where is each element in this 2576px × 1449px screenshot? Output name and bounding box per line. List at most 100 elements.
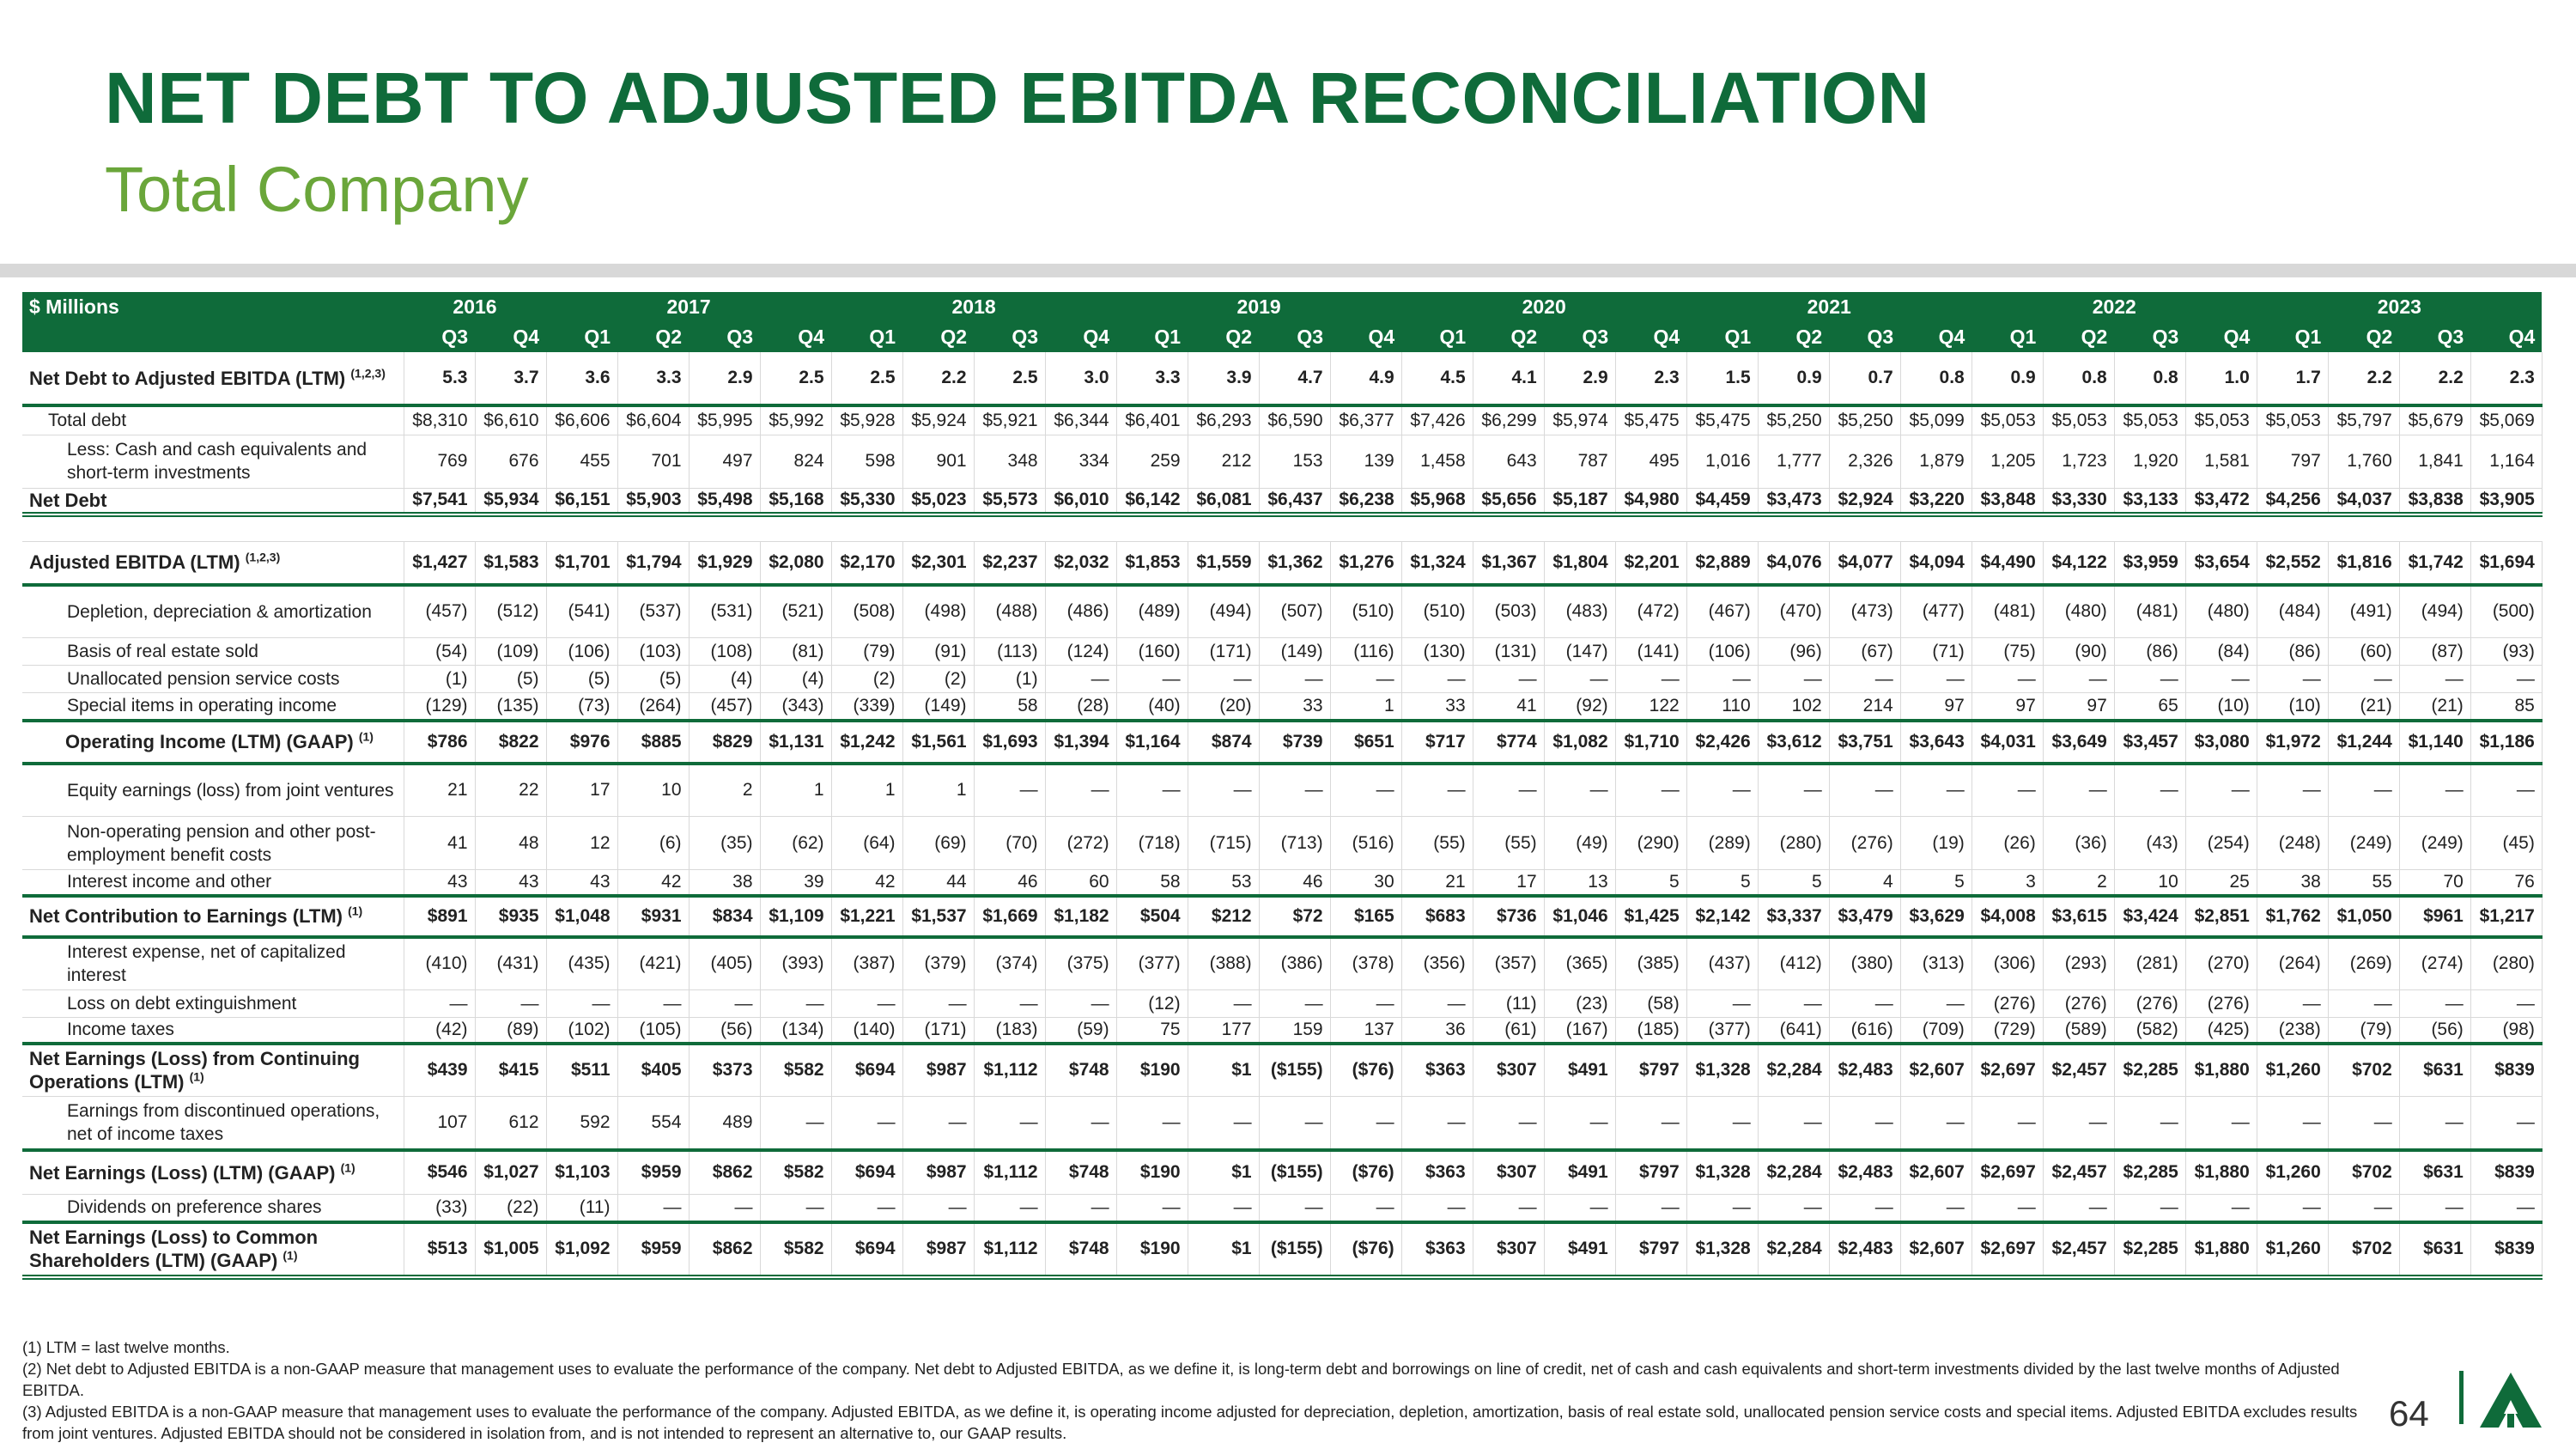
value-cell: 0.8 bbox=[2114, 352, 2186, 406]
quarter-header: Q3 bbox=[689, 321, 761, 352]
value-cell: (134) bbox=[760, 1017, 832, 1044]
value-cell: $1,217 bbox=[2470, 893, 2543, 937]
value-cell: (5) bbox=[475, 665, 547, 693]
value-cell: $4,459 bbox=[1686, 488, 1759, 517]
value-cell: $2,457 bbox=[2043, 1220, 2115, 1280]
value-cell: — bbox=[1900, 761, 1972, 817]
value-cell: $2,285 bbox=[2114, 1148, 2186, 1195]
value-cell: — bbox=[1615, 1096, 1687, 1150]
table-row: Net Earnings (Loss) from Continuing Oper… bbox=[22, 1041, 2543, 1097]
value-cell: 38 bbox=[2257, 869, 2329, 896]
value-cell: (709) bbox=[1900, 1017, 1972, 1044]
value-cell: 76 bbox=[2470, 869, 2543, 896]
value-cell: $439 bbox=[404, 1041, 476, 1097]
value-cell: $3,080 bbox=[2185, 718, 2257, 764]
row-label-cell: Interest expense, net of capitalized int… bbox=[22, 935, 404, 990]
value-cell: $7,426 bbox=[1401, 404, 1473, 435]
value-cell: (62) bbox=[760, 816, 832, 870]
value-cell: $797 bbox=[1615, 1041, 1687, 1097]
value-cell: (498) bbox=[902, 582, 975, 638]
value-cell: 1.0 bbox=[2185, 352, 2257, 406]
value-cell: $513 bbox=[404, 1220, 476, 1280]
value-cell: $1,328 bbox=[1686, 1148, 1759, 1195]
value-cell: $5,974 bbox=[1544, 404, 1616, 435]
value-cell bbox=[974, 514, 1046, 542]
value-cell: 2 bbox=[2043, 869, 2115, 896]
value-cell: 3.9 bbox=[1188, 352, 1260, 406]
quarter-header: Q3 bbox=[2399, 321, 2471, 352]
value-cell: — bbox=[2328, 665, 2400, 693]
value-cell: $1,112 bbox=[974, 1041, 1046, 1097]
value-cell: $959 bbox=[617, 1220, 690, 1280]
value-cell: $748 bbox=[1045, 1220, 1117, 1280]
value-cell: 10 bbox=[2114, 869, 2186, 896]
value-cell: ($155) bbox=[1259, 1148, 1331, 1195]
value-cell: 769 bbox=[404, 435, 476, 489]
footnote-reference: (1) bbox=[348, 904, 363, 918]
value-cell: $702 bbox=[2328, 1041, 2400, 1097]
value-cell: $5,992 bbox=[760, 404, 832, 435]
value-cell bbox=[831, 514, 903, 542]
value-cell: $5,928 bbox=[831, 404, 903, 435]
value-cell: — bbox=[760, 1194, 832, 1222]
value-cell: (22) bbox=[475, 1194, 547, 1222]
value-cell: $1,324 bbox=[1401, 541, 1473, 585]
value-cell: — bbox=[2114, 1194, 2186, 1222]
value-cell: $935 bbox=[475, 893, 547, 937]
value-cell: — bbox=[1758, 1194, 1830, 1222]
value-cell: $5,968 bbox=[1401, 488, 1473, 517]
value-cell: $5,069 bbox=[2470, 404, 2543, 435]
value-cell: — bbox=[902, 1194, 975, 1222]
value-cell: — bbox=[1615, 1194, 1687, 1222]
table-row: Income taxes (42) (89) (102) (105) (56) (134)(… bbox=[22, 1017, 2543, 1044]
value-cell: $5,475 bbox=[1686, 404, 1759, 435]
value-cell: $2,889 bbox=[1686, 541, 1759, 585]
row-label: Net Earnings (Loss) from Continuing Oper… bbox=[29, 1048, 360, 1093]
value-cell: — bbox=[1188, 665, 1260, 693]
value-cell: (500) bbox=[2470, 582, 2543, 638]
value-cell: $1,182 bbox=[1045, 893, 1117, 937]
value-cell: $631 bbox=[2399, 1220, 2471, 1280]
value-cell: (10) bbox=[2257, 692, 2329, 721]
quarter-header: Q2 bbox=[2043, 321, 2115, 352]
footnote-reference: (1) bbox=[283, 1248, 298, 1263]
page-subtitle: Total Company bbox=[105, 154, 529, 225]
value-cell: (269) bbox=[2328, 935, 2400, 990]
quarter-header: Q4 bbox=[2185, 321, 2257, 352]
value-cell: (64) bbox=[831, 816, 903, 870]
value-cell: (81) bbox=[760, 637, 832, 666]
footnote-reference: (1,2,3) bbox=[245, 550, 281, 564]
table-row: Special items in operating income (129) (1… bbox=[22, 692, 2543, 721]
value-cell: $4,490 bbox=[1971, 541, 2044, 585]
value-cell: — bbox=[1758, 989, 1830, 1018]
value-cell bbox=[617, 514, 690, 542]
row-label: Total debt bbox=[48, 411, 127, 431]
row-label: Net Debt bbox=[29, 489, 107, 511]
value-cell: $839 bbox=[2470, 1148, 2543, 1195]
value-cell: $694 bbox=[831, 1041, 903, 1097]
value-cell: 2.2 bbox=[902, 352, 975, 406]
reconciliation-table-container: $ Millions 2016 2017 2018 2019 2020 2021 2022 2… bbox=[22, 292, 2543, 1280]
row-label-cell: Special items in operating income bbox=[22, 692, 404, 721]
value-cell: (378) bbox=[1330, 935, 1402, 990]
value-cell: (280) bbox=[1758, 816, 1830, 870]
value-cell: 1.7 bbox=[2257, 352, 2329, 406]
value-cell: (481) bbox=[2114, 582, 2186, 638]
value-cell bbox=[2257, 514, 2329, 542]
quarter-header: Q2 bbox=[1473, 321, 1545, 352]
value-cell: 676 bbox=[475, 435, 547, 489]
value-cell: $2,285 bbox=[2114, 1041, 2186, 1097]
row-label: Adjusted EBITDA (LTM) bbox=[29, 551, 240, 574]
value-cell: $717 bbox=[1401, 718, 1473, 764]
value-cell: $651 bbox=[1330, 718, 1402, 764]
value-cell: $1 bbox=[1188, 1148, 1260, 1195]
value-cell: $3,615 bbox=[2043, 893, 2115, 937]
page-title: NET DEBT TO ADJUSTED EBITDA RECONCILIATI… bbox=[105, 58, 1930, 138]
value-cell: (61) bbox=[1473, 1017, 1545, 1044]
value-cell: — bbox=[475, 989, 547, 1018]
value-cell: — bbox=[1971, 1194, 2044, 1222]
value-cell: (79) bbox=[2328, 1017, 2400, 1044]
value-cell: 2.2 bbox=[2399, 352, 2471, 406]
value-cell: 0.7 bbox=[1829, 352, 1901, 406]
value-cell: (60) bbox=[2328, 637, 2400, 666]
